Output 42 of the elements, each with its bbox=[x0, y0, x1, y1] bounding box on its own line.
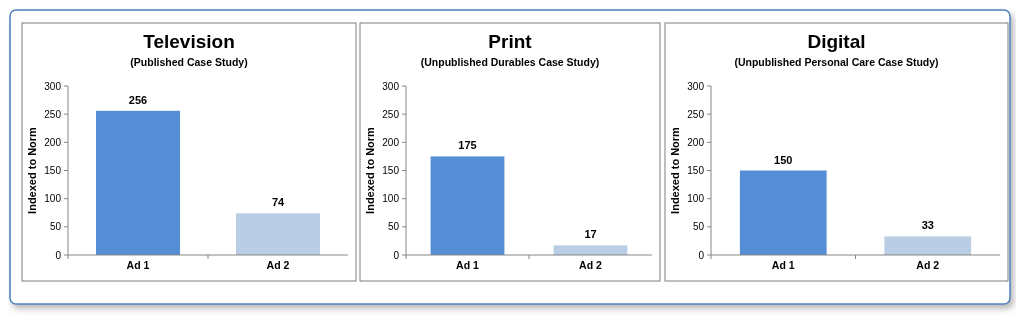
y-tick-label: 300 bbox=[44, 80, 62, 92]
chart-title: Digital bbox=[807, 31, 866, 52]
y-tick-label: 100 bbox=[44, 193, 62, 205]
x-tick-label: Ad 1 bbox=[771, 259, 795, 271]
chart-subtitle: (Unpublished Durables Case Study) bbox=[420, 56, 600, 68]
chart-subtitle: (Unpublished Personal Care Case Study) bbox=[734, 56, 939, 68]
chart-subtitle: (Published Case Study) bbox=[130, 56, 248, 68]
y-tick-label: 50 bbox=[49, 221, 62, 233]
x-tick-label: Ad 1 bbox=[126, 259, 150, 271]
y-tick-label: 250 bbox=[382, 108, 400, 120]
y-tick-label: 0 bbox=[393, 249, 400, 261]
y-tick-label: 100 bbox=[382, 193, 400, 205]
data-label: 150 bbox=[774, 153, 793, 166]
y-axis-title: Indexed to Norm bbox=[26, 126, 38, 214]
y-tick-label: 200 bbox=[44, 136, 62, 148]
y-axis-title: Indexed to Norm bbox=[669, 126, 681, 214]
y-tick-label: 150 bbox=[687, 165, 705, 176]
y-tick-label: 300 bbox=[687, 80, 705, 92]
x-tick-label: Ad 1 bbox=[456, 259, 480, 271]
y-tick-label: 0 bbox=[55, 249, 62, 261]
y-tick-label: 150 bbox=[382, 165, 400, 176]
x-tick-label: Ad 2 bbox=[916, 259, 940, 271]
data-label: 74 bbox=[271, 196, 285, 209]
y-tick-label: 0 bbox=[698, 249, 705, 261]
y-tick-label: 200 bbox=[687, 136, 705, 148]
y-tick-label: 200 bbox=[382, 136, 400, 148]
y-tick-label: 250 bbox=[687, 108, 705, 120]
y-tick-label: 50 bbox=[387, 221, 400, 233]
x-tick-label: Ad 2 bbox=[579, 259, 603, 271]
y-tick-label: 150 bbox=[44, 165, 62, 176]
data-label: 256 bbox=[128, 93, 148, 106]
y-tick-label: 300 bbox=[382, 80, 400, 92]
chart-title: Print bbox=[488, 31, 533, 52]
chart-title: Television bbox=[143, 31, 235, 52]
y-tick-label: 100 bbox=[687, 193, 705, 205]
y-axis-title: Indexed to Norm bbox=[364, 126, 376, 214]
y-tick-label: 250 bbox=[44, 108, 62, 120]
data-label: 17 bbox=[584, 228, 597, 241]
data-label: 33 bbox=[921, 219, 934, 232]
data-label: 175 bbox=[458, 139, 477, 152]
y-tick-label: 50 bbox=[692, 221, 705, 233]
x-tick-label: Ad 2 bbox=[266, 259, 290, 271]
